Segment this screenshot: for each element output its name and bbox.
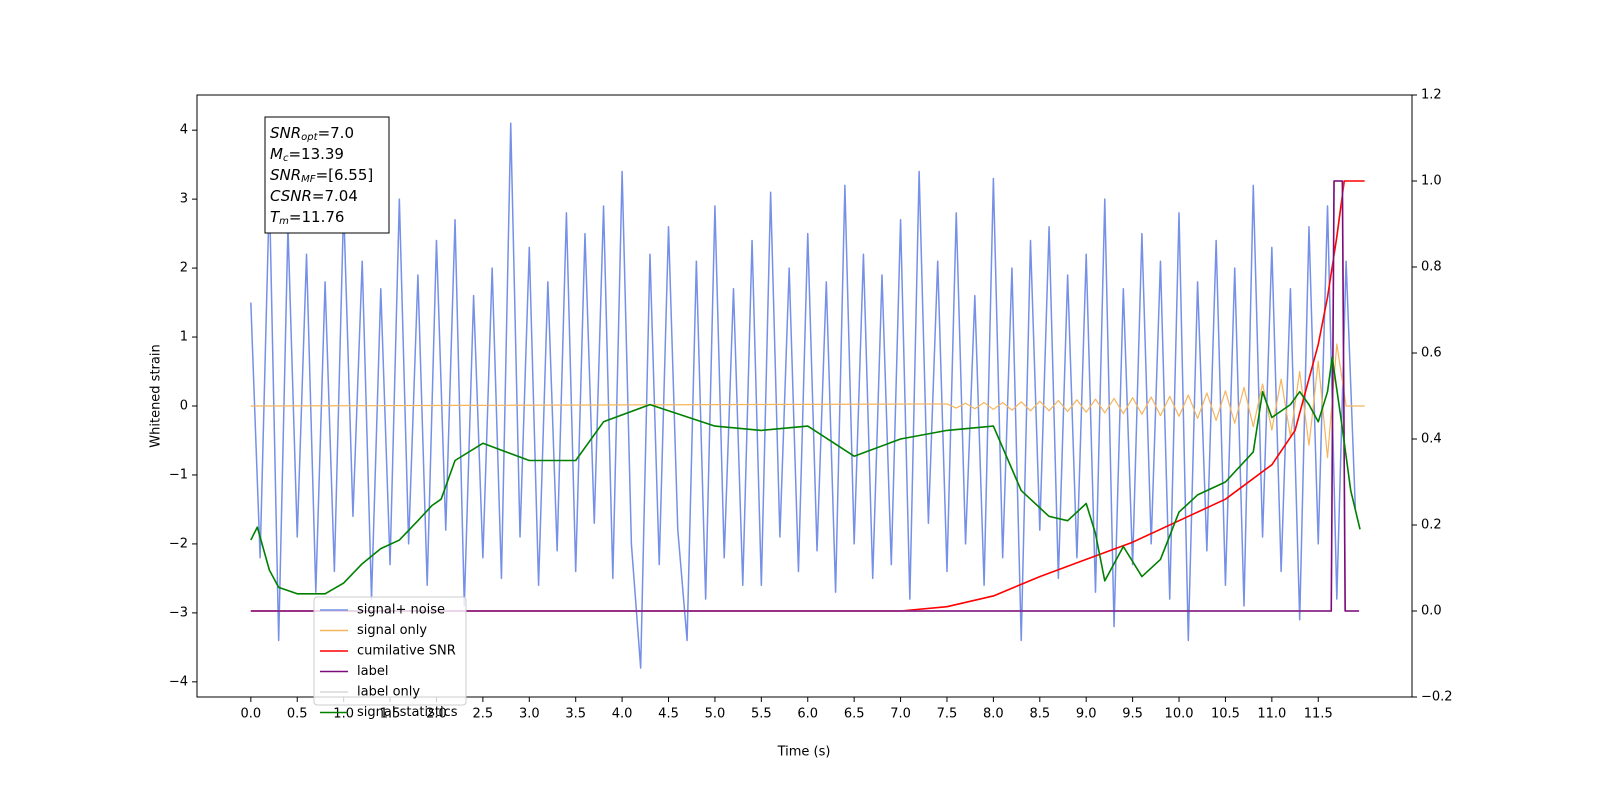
x-tick-label: 2.5 (473, 707, 494, 722)
series-line (250, 356, 1361, 595)
y-tick-label: 3 (180, 192, 188, 207)
y2-tick-label: −0.2 (1421, 690, 1453, 705)
x-tick-label: 8.0 (983, 707, 1004, 722)
legend-label: signal statistics (357, 705, 458, 720)
y2-tick-label: 1.2 (1421, 88, 1442, 103)
y-axis-label: Whitened strain (149, 344, 164, 447)
y-tick-label: 2 (180, 261, 188, 276)
x-tick-label: 7.5 (937, 707, 958, 722)
plot-area (250, 122, 1365, 669)
x-tick-label: 4.0 (612, 707, 633, 722)
x-tick-label: 3.5 (565, 707, 586, 722)
legend: signal+ noise signal only cumilative SNR la… (313, 596, 467, 720)
y-tick-label: 0 (180, 398, 188, 413)
x-tick-label: 8.5 (1029, 707, 1050, 722)
annotation-line: SNRMF=[6.55] (270, 166, 373, 186)
annotation-symbol: CSNR (270, 187, 312, 205)
annotation-value: =13.39 (288, 145, 344, 163)
x-tick-label: 0.0 (240, 707, 261, 722)
y-tick-label: −1 (169, 467, 188, 482)
x-tick-label: 6.0 (797, 707, 818, 722)
annotation-subscript: m (279, 216, 289, 227)
x-tick-label: 5.0 (705, 707, 726, 722)
x-axis-label: Time (s) (777, 745, 831, 760)
x-tick-label: 6.5 (844, 707, 865, 722)
y-tick-label: 4 (180, 123, 188, 138)
y-tick-label: −4 (169, 674, 188, 689)
x-tick-label: 9.5 (1122, 707, 1143, 722)
y2-tick-label: 0.6 (1421, 346, 1442, 361)
annotation-subscript: MF (301, 174, 316, 185)
x-tick-label: 1.0 (333, 707, 354, 722)
series-line (250, 122, 1357, 669)
annotation-subscript: c (283, 153, 289, 164)
legend-label: label (357, 664, 388, 679)
annotation-line: CSNR=7.04 (270, 187, 358, 205)
x-tick-label: 7.0 (890, 707, 911, 722)
x-tick-label: 2.0 (426, 707, 447, 722)
annotation-subscript: opt (301, 132, 318, 143)
y-tick-label: −2 (169, 536, 188, 551)
annotation-box: SNRopt=7.0Mc=13.39SNRMF=[6.55]CSNR=7.04T… (264, 116, 390, 234)
legend-label: signal only (357, 623, 427, 638)
annotation-value: =7.04 (312, 187, 358, 205)
annotation-symbol: SNR (270, 166, 301, 184)
y-tick-label: −3 (169, 605, 188, 620)
legend-frame (313, 596, 467, 706)
x-tick-label: 10.5 (1211, 707, 1240, 722)
y2-tick-label: 0.8 (1421, 260, 1442, 275)
legend-label: cumilative SNR (357, 644, 456, 659)
annotation-value: =7.0 (318, 124, 354, 142)
series-line (250, 180, 1365, 612)
legend-label: label only (357, 685, 420, 700)
x-tick-label: 11.5 (1304, 707, 1333, 722)
annotation-symbol: T (270, 208, 281, 226)
axes-frame (196, 94, 1413, 698)
series-line (250, 180, 1360, 612)
annotation-line: SNRopt=7.0 (270, 124, 354, 144)
x-tick-label: 9.0 (1076, 707, 1097, 722)
x-tick-label: 4.5 (658, 707, 679, 722)
y2-tick-label: 1.0 (1421, 174, 1442, 189)
x-tick-label: 11.0 (1257, 707, 1286, 722)
annotation-frame (264, 116, 390, 234)
x-tick-label: 0.5 (287, 707, 308, 722)
y-tick-label: 1 (180, 330, 188, 345)
annotation-value: =[6.55] (316, 166, 374, 184)
y2-tick-label: 0.4 (1421, 432, 1442, 447)
y2-tick-label: 0.0 (1421, 604, 1442, 619)
annotation-line: Tm=11.76 (270, 208, 344, 228)
series-line (250, 343, 1365, 459)
series-line (250, 180, 1360, 612)
annotation-symbol: M (270, 145, 283, 163)
x-tick-label: 3.0 (519, 707, 540, 722)
x-tick-label: 1.5 (380, 707, 401, 722)
annotation-symbol: SNR (270, 124, 301, 142)
legend-label: signal+ noise (357, 603, 445, 618)
annotation-value: =11.76 (289, 208, 345, 226)
x-tick-label: 5.5 (751, 707, 772, 722)
annotation-line: Mc=13.39 (270, 145, 344, 165)
x-tick-label: 10.0 (1165, 707, 1194, 722)
y2-tick-label: 0.2 (1421, 518, 1442, 533)
